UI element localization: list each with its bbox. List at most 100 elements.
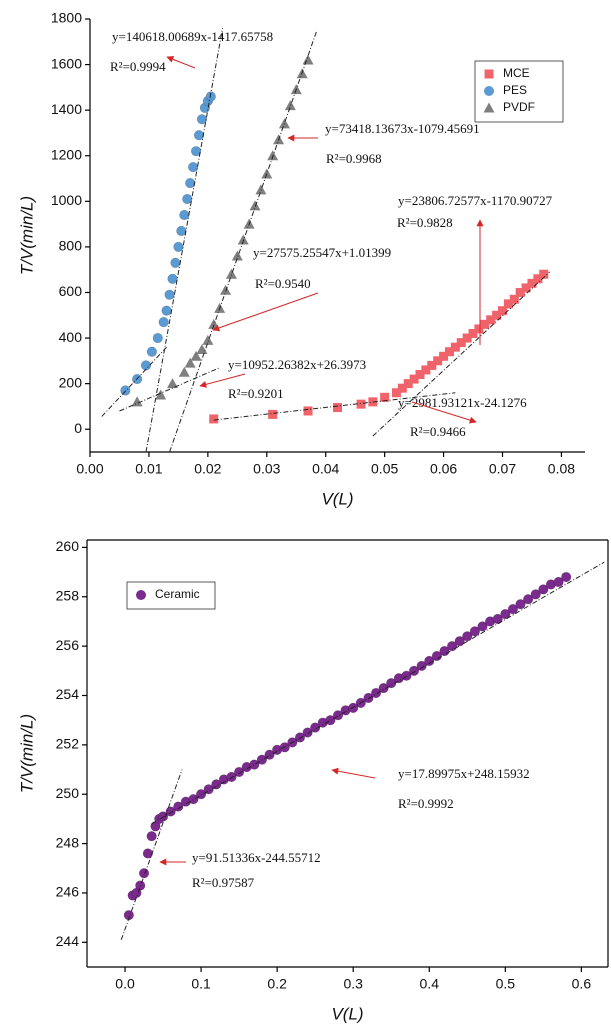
point xyxy=(140,360,152,371)
point xyxy=(234,766,245,778)
point xyxy=(498,306,507,316)
point xyxy=(167,273,178,284)
x-axis-title: V(L) xyxy=(331,1004,363,1023)
fit-r2: R²=0.9828 xyxy=(397,215,453,230)
y-tick-label: 1200 xyxy=(51,146,82,162)
point xyxy=(142,848,153,859)
point xyxy=(561,571,572,583)
point xyxy=(370,687,382,699)
point xyxy=(178,366,190,377)
point xyxy=(403,379,413,389)
point xyxy=(146,346,157,357)
x-tick-label: 0.07 xyxy=(489,461,516,477)
y-axis-title: T/V(min/L) xyxy=(17,196,36,275)
point xyxy=(486,315,496,325)
legend-label: PVDF xyxy=(503,100,535,114)
fit-line xyxy=(169,30,318,453)
x-tick-label: 0.6 xyxy=(572,976,592,992)
x-tick-label: 0.1 xyxy=(191,976,211,992)
y-tick-label: 0 xyxy=(74,420,82,436)
legend-marker xyxy=(484,69,494,79)
y-tick-label: 1000 xyxy=(51,192,82,208)
point xyxy=(294,732,306,743)
point xyxy=(386,678,397,689)
point xyxy=(267,150,279,161)
point xyxy=(152,332,163,344)
point xyxy=(503,299,513,309)
point xyxy=(196,343,208,354)
x-axis-title: V(L) xyxy=(321,489,353,508)
fit-equation: y=91.51336x-244.55712 xyxy=(192,850,321,865)
point xyxy=(196,114,208,125)
point xyxy=(456,338,466,348)
fit-line xyxy=(372,271,550,437)
point xyxy=(225,268,237,279)
point xyxy=(477,621,488,632)
point xyxy=(507,604,519,615)
y-tick-label: 248 xyxy=(56,834,80,850)
fit-r2: R²=0.9992 xyxy=(398,796,454,811)
point xyxy=(492,310,502,320)
point xyxy=(303,406,313,416)
point xyxy=(188,162,199,173)
point xyxy=(278,118,290,129)
point xyxy=(431,650,442,662)
point xyxy=(193,130,205,141)
legend-label: PES xyxy=(503,83,527,97)
point xyxy=(184,357,196,368)
point xyxy=(539,269,549,279)
point xyxy=(530,589,541,600)
point xyxy=(138,868,150,879)
point xyxy=(509,294,519,304)
x-tick-label: 0.06 xyxy=(430,461,457,477)
fit-line xyxy=(119,367,220,412)
point xyxy=(190,146,202,157)
point xyxy=(173,801,184,812)
fit-line xyxy=(101,346,167,417)
y-tick-label: 244 xyxy=(56,933,80,949)
annotation-arrow xyxy=(411,401,477,424)
point xyxy=(325,715,336,726)
y-tick-label: 250 xyxy=(56,785,80,801)
fit-equation: y=10952.26382x+26.3973 xyxy=(228,357,366,372)
fit-equation: y=17.89975x+248.15932 xyxy=(398,766,530,781)
legend-label: Ceramic xyxy=(155,587,200,601)
point xyxy=(416,660,427,671)
point xyxy=(220,284,232,295)
point xyxy=(415,370,425,380)
legend-marker xyxy=(483,102,495,113)
y-tick-label: 1600 xyxy=(51,55,82,71)
point xyxy=(249,759,260,770)
fit-equation: y=23806.72577x-1170.90727 xyxy=(398,193,553,208)
point xyxy=(333,403,342,413)
x-tick-label: 0.4 xyxy=(420,976,440,992)
fit-equation: y=27575.25547x+1.01399 xyxy=(253,245,391,260)
y-tick-label: 256 xyxy=(56,637,80,653)
point xyxy=(167,378,178,389)
y-tick-label: 1400 xyxy=(51,101,82,117)
point xyxy=(380,392,390,402)
legend-marker xyxy=(136,590,146,600)
point xyxy=(553,576,564,588)
x-tick-label: 0.00 xyxy=(76,461,103,477)
y-tick-label: 252 xyxy=(56,736,80,752)
x-tick-label: 0.3 xyxy=(343,976,363,992)
point xyxy=(302,54,314,65)
y-tick-label: 1800 xyxy=(51,10,82,26)
y-tick-label: 600 xyxy=(59,283,83,299)
point xyxy=(500,608,511,620)
point xyxy=(397,383,407,393)
point xyxy=(533,274,543,284)
point xyxy=(409,374,419,384)
point xyxy=(158,317,169,328)
y-tick-label: 200 xyxy=(59,374,83,390)
point xyxy=(205,91,216,102)
point xyxy=(131,396,143,407)
point xyxy=(185,177,196,189)
point xyxy=(120,385,131,396)
point xyxy=(433,356,443,366)
point xyxy=(444,347,454,357)
fit-equation: y=73418.13673x-1079.45691 xyxy=(325,121,480,136)
fit-line xyxy=(151,561,605,825)
y-tick-label: 254 xyxy=(56,686,80,702)
